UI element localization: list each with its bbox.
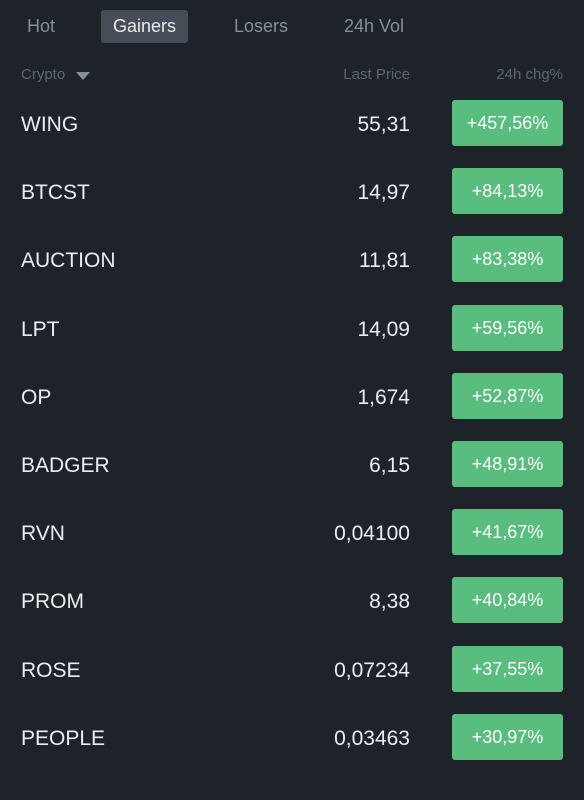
list-item[interactable]: PEOPLE 0,03463 +30,97% xyxy=(0,705,584,773)
crypto-column-header[interactable]: Crypto xyxy=(21,66,66,83)
symbol-label: AUCTION xyxy=(21,249,116,273)
symbol-label: ROSE xyxy=(21,658,81,682)
last-price: 6,15 xyxy=(369,453,410,477)
symbol-label: BTCST xyxy=(21,181,90,205)
change-badge[interactable]: +40,84% xyxy=(452,577,563,624)
tab-losers[interactable]: Losers xyxy=(234,16,289,36)
symbol-label: OP xyxy=(21,385,52,409)
symbol-label: WING xyxy=(21,113,79,136)
last-price: 8,38 xyxy=(369,590,410,614)
list-item[interactable]: BADGER 6,15 +48,91% xyxy=(0,432,584,500)
list-item[interactable]: WING 55,31 +457,56% xyxy=(0,91,584,159)
change-badge[interactable]: +52,87% xyxy=(452,372,563,419)
change-badge[interactable]: +48,91% xyxy=(452,440,563,487)
gainers-list: WING 55,31 +457,56% BTCST 14,97 +84,13% AUCTIO… xyxy=(0,91,584,773)
last-price: 14,09 xyxy=(357,317,410,341)
change-badge[interactable]: +59,56% xyxy=(452,304,563,351)
change-badge[interactable]: +41,67% xyxy=(452,509,563,556)
change-badge[interactable]: +30,97% xyxy=(452,713,563,760)
change-badge[interactable]: +457,56% xyxy=(452,100,563,146)
symbol-label: BADGER xyxy=(21,453,110,477)
symbol-label: PROM xyxy=(21,590,84,614)
list-item[interactable]: ROSE 0,07234 +37,55% xyxy=(0,637,584,705)
last-price: 0,07234 xyxy=(334,658,410,682)
symbol-label: PEOPLE xyxy=(21,726,106,750)
list-item[interactable]: AUCTION 11,81 +83,38% xyxy=(0,227,584,295)
last-price: 11,81 xyxy=(359,249,410,273)
tab-24h-vol[interactable]: 24h Vol xyxy=(344,16,405,36)
market-tabs: Hot Gainers Losers 24h Vol xyxy=(0,0,584,54)
list-item[interactable]: LPT 14,09 +59,56% xyxy=(0,296,584,364)
list-item[interactable]: OP 1,674 +52,87% xyxy=(0,364,584,432)
caret-down-icon[interactable] xyxy=(76,72,90,80)
tab-gainers[interactable]: Gainers xyxy=(101,10,189,43)
last-price: 0,03463 xyxy=(334,726,410,750)
change-badge[interactable]: +37,55% xyxy=(452,645,563,692)
last-price: 14,97 xyxy=(357,181,410,205)
list-header: Crypto Last Price 24h chg% xyxy=(0,60,584,92)
change-badge[interactable]: +84,13% xyxy=(452,168,563,215)
symbol-label: LPT xyxy=(21,317,60,341)
last-price: 55,31 xyxy=(357,113,410,136)
last-price: 0,04100 xyxy=(334,522,410,546)
symbol-label: RVN xyxy=(21,522,65,546)
list-item[interactable]: PROM 8,38 +40,84% xyxy=(0,568,584,636)
tab-hot[interactable]: Hot xyxy=(27,16,56,36)
change-badge[interactable]: +83,38% xyxy=(452,236,563,283)
list-item[interactable]: RVN 0,04100 +41,67% xyxy=(0,500,584,568)
last-price: 1,674 xyxy=(357,385,410,409)
last-price-column-header: Last Price xyxy=(343,66,410,83)
list-item[interactable]: BTCST 14,97 +84,13% xyxy=(0,159,584,227)
change-column-header: 24h chg% xyxy=(496,66,563,83)
